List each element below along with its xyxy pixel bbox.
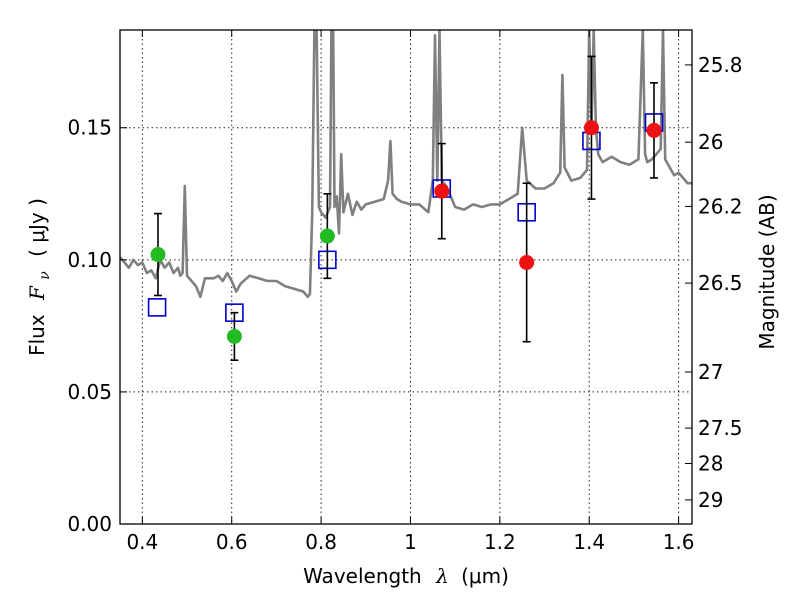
x-axis-title: Wavelength λ (μm) <box>303 564 509 588</box>
grid <box>120 30 692 524</box>
x-axis-symbol: λ <box>435 564 449 588</box>
x-tick-label: 1 <box>404 530 417 554</box>
y2-axis-title: Magnitude (AB) <box>755 194 779 349</box>
observed-photometry-layer <box>150 120 662 344</box>
photometry-point <box>519 254 535 270</box>
x-tick-label: 1.4 <box>573 530 605 554</box>
y-axis-label: Flux <box>25 314 49 356</box>
y2-tick-label: 26.2 <box>698 194 743 218</box>
model-sed-layer <box>120 30 692 299</box>
errorbar-layer <box>153 55 659 362</box>
y2-tick-label: 26.5 <box>698 271 743 295</box>
x-tick-label: 0.4 <box>126 530 158 554</box>
y-axis-symbol: F <box>25 285 49 301</box>
y2-tick-label: 25.8 <box>698 53 743 77</box>
photometry-point <box>434 183 450 199</box>
model-sed-line <box>120 30 692 299</box>
photometry-point <box>646 122 662 138</box>
model-photometry-layer <box>147 113 664 322</box>
y2-tick-label: 29 <box>698 488 723 512</box>
y-axis-subscript: ν <box>37 271 53 280</box>
x-tick-label: 1.2 <box>484 530 516 554</box>
x-axis-label: Wavelength <box>303 564 422 588</box>
y-tick-label: 0.15 <box>67 116 112 140</box>
photometry-point <box>583 120 599 136</box>
x-axis-unit: (μm) <box>461 564 509 588</box>
y2-tick-label: 27 <box>698 360 723 384</box>
x-tick-label: 0.8 <box>305 530 337 554</box>
y2-tick-label: 28 <box>698 451 723 475</box>
y2-tick-label: 27.5 <box>698 416 743 440</box>
x-tick-label: 0.6 <box>216 530 248 554</box>
x-tick-label: 1.6 <box>663 530 695 554</box>
photometry-point <box>319 228 335 244</box>
photometry-point <box>226 328 242 344</box>
y-tick-label: 0.10 <box>67 248 112 272</box>
y-tick-label: 0.05 <box>67 380 112 404</box>
y-axis-title: Flux F ν ( μJy ) <box>25 198 54 356</box>
y-tick-label: 0.00 <box>67 512 112 536</box>
y-axis-unit: ( μJy ) <box>25 198 49 257</box>
model-photometry-square <box>147 298 167 317</box>
photometry-point <box>150 247 166 263</box>
plot-frame <box>119 29 693 525</box>
ticks: 0.4 0.6 0.8 1 1.2 1.4 1.6 0.00 0.05 0.10 0.15 25.8 2… <box>67 30 743 554</box>
y2-tick-label: 26 <box>698 130 723 154</box>
